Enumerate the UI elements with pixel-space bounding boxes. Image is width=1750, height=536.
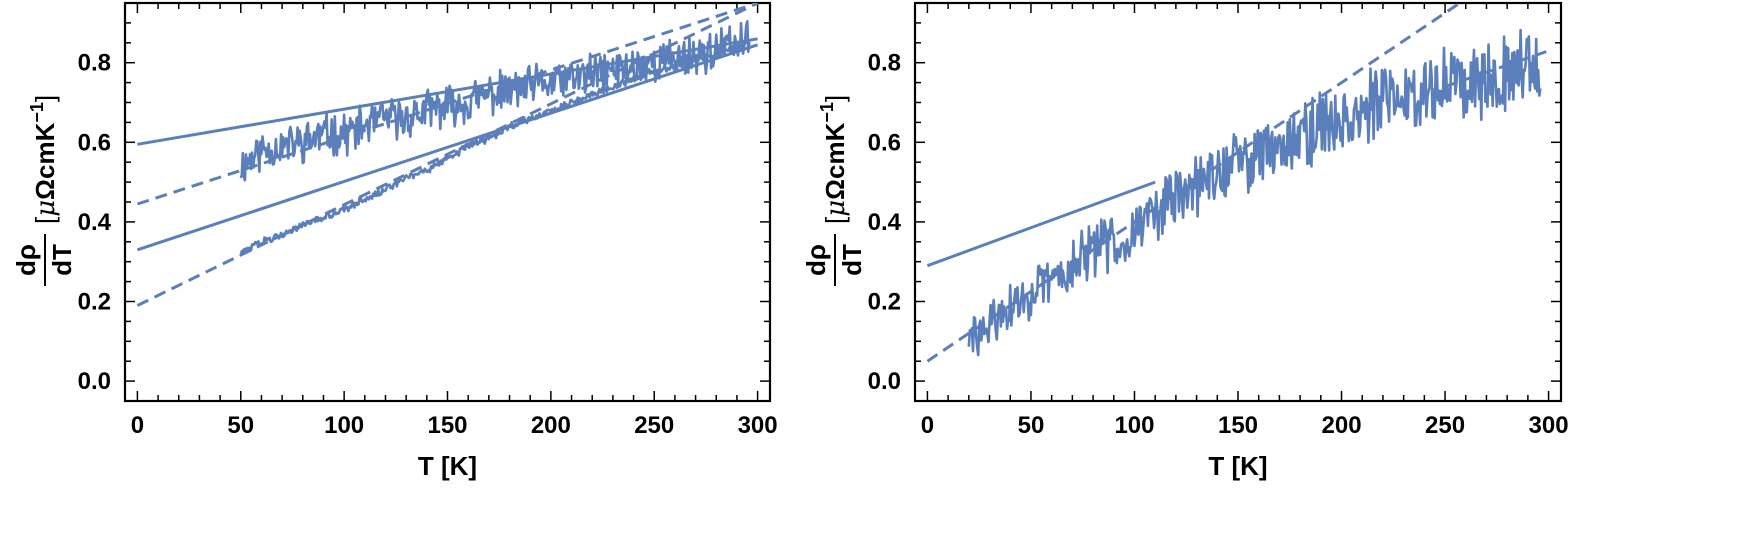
data-series-noisy xyxy=(967,28,1542,357)
units-close-bracket: ] xyxy=(820,95,850,102)
units-mu: μ xyxy=(31,200,61,217)
y-tick-label: 0.4 xyxy=(868,209,902,236)
x-tick-label: 0 xyxy=(921,412,934,439)
units-exponent: −1 xyxy=(817,102,837,123)
units-body: ΩcmK xyxy=(820,122,850,199)
x-axis-title: T [K] xyxy=(418,451,477,481)
x-tick-label: 50 xyxy=(227,412,254,439)
x-axis-ticks xyxy=(136,3,759,401)
y-tick-label: 0.6 xyxy=(868,129,901,156)
y-tick-label: 0.8 xyxy=(868,50,901,77)
y-tick-label: 0.2 xyxy=(78,289,111,316)
x-tick-label: 250 xyxy=(634,412,674,439)
x-tick-label: 50 xyxy=(1018,412,1045,439)
y-tick-label: 0.4 xyxy=(78,209,112,236)
x-tick-label: 200 xyxy=(531,412,571,439)
x-axis-ticks xyxy=(926,3,1550,401)
chart-panel-1: 0 50 100 150 200 250 300 0.0 0.2 0.4 0.6 0.8 T [K] dρ… xyxy=(11,1,778,481)
fit-line-dashed xyxy=(926,3,1463,363)
x-tick-label: 300 xyxy=(1529,412,1569,439)
y-label-numerator: dρ xyxy=(801,244,831,276)
x-tick-label: 150 xyxy=(427,412,467,439)
x-axis-title: T [K] xyxy=(1208,451,1267,481)
y-label-numerator: dρ xyxy=(11,244,41,276)
data-layer xyxy=(926,3,1550,363)
y-axis-title: dρ dT [μΩcmK−1] xyxy=(801,95,867,286)
x-tick-label: 300 xyxy=(738,412,778,439)
data-layer xyxy=(136,3,759,307)
chart-panel-2: 0 50 100 150 200 250 300 0.0 0.2 0.4 0.6 0.8 T [K] dρ… xyxy=(801,1,1569,481)
fit-line-solid xyxy=(137,37,758,146)
y-tick-label: 0.0 xyxy=(868,368,901,395)
units-close-bracket: ] xyxy=(30,95,60,102)
y-axis-ticks xyxy=(915,22,1561,382)
x-tick-label: 200 xyxy=(1322,412,1362,439)
y-label-units: [μΩcmK−1] xyxy=(27,95,61,224)
x-tick-label: 100 xyxy=(324,412,364,439)
units-mu: μ xyxy=(821,200,851,217)
y-axis-ticks xyxy=(125,22,770,382)
fit-line-solid xyxy=(136,43,759,252)
y-tick-label: 0.6 xyxy=(78,129,111,156)
y-axis-title: dρ dT [μΩcmK−1] xyxy=(11,95,77,286)
fit-line-solid xyxy=(926,180,1156,268)
x-tick-label: 100 xyxy=(1114,412,1154,439)
units-open-bracket: [ xyxy=(820,216,850,224)
units-open-bracket: [ xyxy=(30,216,60,224)
x-tick-label: 250 xyxy=(1425,412,1465,439)
x-tick-label: 150 xyxy=(1218,412,1258,439)
plot-frame xyxy=(913,1,1563,403)
y-label-denominator: dT xyxy=(837,244,867,276)
fit-line-dashed xyxy=(136,3,759,206)
y-tick-label: 0.0 xyxy=(78,368,111,395)
y-tick-label: 0.2 xyxy=(868,289,901,316)
y-label-denominator: dT xyxy=(47,244,77,276)
units-body: ΩcmK xyxy=(30,122,60,199)
data-series-noisy xyxy=(239,40,751,257)
x-tick-label: 0 xyxy=(131,412,144,439)
units-exponent: −1 xyxy=(27,102,47,123)
y-tick-label: 0.8 xyxy=(78,50,111,77)
y-label-units: [μΩcmK−1] xyxy=(817,95,851,224)
fit-line-dashed xyxy=(136,3,759,307)
